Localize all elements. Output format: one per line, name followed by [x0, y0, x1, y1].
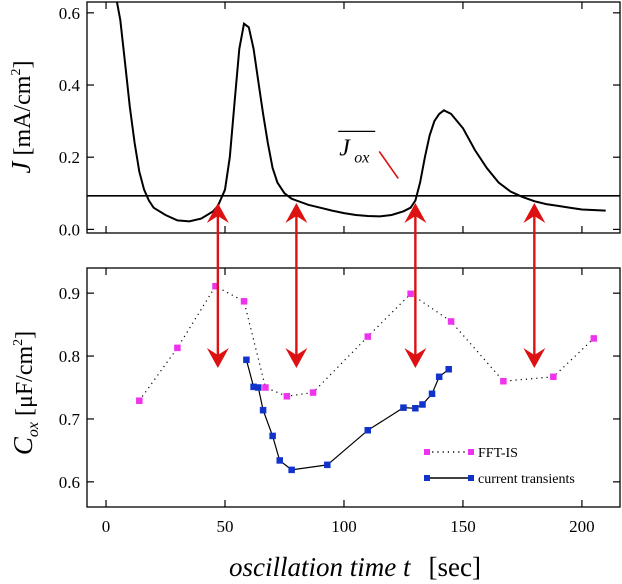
fft-is-point [590, 335, 598, 342]
x-tick-label: 200 [569, 517, 595, 536]
current-transients-point [445, 366, 452, 373]
current-transients-point [276, 457, 283, 464]
bottom-ylabel-exp: 2 [11, 339, 26, 346]
legend-label-fft-is: FFT-IS [478, 446, 518, 461]
top-panel: 0.0 0.2 0.4 0.6 J ox J [mA/cm2] [6, 1, 621, 239]
current-transients-point [269, 432, 276, 440]
current-transients-point [259, 406, 267, 414]
arrow-head-down [206, 348, 229, 368]
correlation-arrows [206, 203, 546, 368]
fft-is-point [364, 333, 372, 340]
x-tick-label: 0 [102, 517, 111, 536]
legend-marker-current-transients [424, 475, 430, 481]
fft-is-point [174, 344, 181, 352]
top-ylabel-symbol: J [6, 159, 36, 173]
bottom-ylabel-bracket: [ [12, 408, 38, 416]
current-transients-point [324, 461, 331, 469]
current-density-curve [115, 2, 606, 223]
x-axis-title: oscillation time t [sec] [229, 552, 481, 582]
fft-is-line [138, 285, 595, 402]
fft-is-point [407, 290, 414, 298]
arrow-head-up [206, 203, 229, 223]
top-y-axis-title: J [mA/cm2] [6, 61, 36, 174]
current-transients-point [435, 373, 443, 381]
legend-marker-current-transients [468, 475, 474, 481]
fft-is-point [283, 393, 291, 400]
bottom-ylabel-unit: F/cm [12, 346, 38, 396]
legend-marker-fft-is [424, 449, 430, 455]
x-axis-title-unit: [sec] [429, 552, 481, 582]
capacitance-series [136, 282, 598, 474]
arrow-head-up [404, 203, 427, 223]
legend: FFT-IS current transients [424, 446, 575, 487]
bottom-ylabel-close: ] [12, 331, 38, 339]
legend-label-current-transients: current transients [478, 472, 575, 487]
bottom-ylabel-mu: μ [12, 395, 38, 408]
jox-label-sub: ox [354, 149, 369, 166]
bottom-plot-frame [86, 267, 621, 508]
x-axis: 0 50 100 150 200 [102, 268, 595, 536]
y-tick-label: 0.9 [59, 284, 80, 303]
arrow-head-down [523, 348, 546, 368]
legend-marker-fft-is [468, 449, 474, 455]
arrow-head-down [404, 348, 427, 368]
arrow-head-down [285, 348, 308, 368]
current-transients-point [364, 427, 372, 434]
current-transients-point [412, 405, 419, 412]
bottom-ylabel-symbol: C [8, 436, 38, 455]
fft-is-point [240, 298, 248, 305]
x-tick-label: 100 [331, 517, 357, 536]
bottom-y-axis: 0.6 0.7 0.8 0.9 [59, 284, 620, 492]
top-y-axis: 0.0 0.2 0.4 0.6 [59, 2, 620, 239]
current-transients-point [400, 404, 407, 411]
y-tick-label: 0.8 [59, 347, 80, 366]
y-tick-label: 0.6 [59, 473, 80, 492]
arrow-head-up [285, 203, 308, 223]
fft-is-point [447, 318, 455, 325]
fft-is-point [500, 377, 507, 385]
y-tick-label: 0.6 [59, 4, 80, 23]
current-transients-line [245, 359, 450, 471]
fft-is-point [309, 389, 317, 396]
jox-pointer-line [378, 150, 399, 179]
y-tick-label: 0.7 [59, 410, 81, 429]
current-transients-point [288, 466, 295, 474]
y-tick-label: 0.4 [59, 76, 81, 95]
y-tick-label: 0.0 [59, 220, 80, 239]
fft-is-point [136, 397, 143, 404]
current-transients-point [243, 356, 250, 364]
top-ylabel-exp: 2 [9, 69, 24, 76]
current-transients-point [428, 390, 436, 398]
current-transients-point [255, 384, 262, 391]
jox-annotation: J ox [338, 130, 399, 179]
bottom-panel: 0.6 0.7 0.8 0.9 0 50 100 150 200 FFT-IS current… [8, 267, 621, 582]
x-tick-label: 150 [450, 517, 476, 536]
y-tick-label: 0.2 [59, 148, 80, 167]
bottom-y-axis-title: Cox [μF/cm2] [8, 331, 42, 455]
fft-is-point [262, 384, 269, 391]
fft-is-point [550, 373, 557, 381]
top-plot-frame [86, 1, 621, 234]
top-ylabel-close: ] [10, 61, 36, 69]
current-transients-point [419, 401, 426, 408]
bottom-ylabel-sub: ox [25, 422, 42, 437]
top-ylabel-unit: [mA/cm [10, 75, 36, 155]
jox-label-base: J [339, 135, 351, 161]
x-axis-title-main: oscillation time t [229, 552, 412, 582]
x-tick-label: 50 [217, 517, 234, 536]
arrow-head-up [523, 203, 546, 223]
